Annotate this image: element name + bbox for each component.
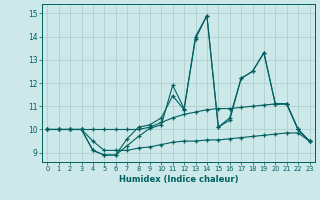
X-axis label: Humidex (Indice chaleur): Humidex (Indice chaleur) xyxy=(119,175,238,184)
